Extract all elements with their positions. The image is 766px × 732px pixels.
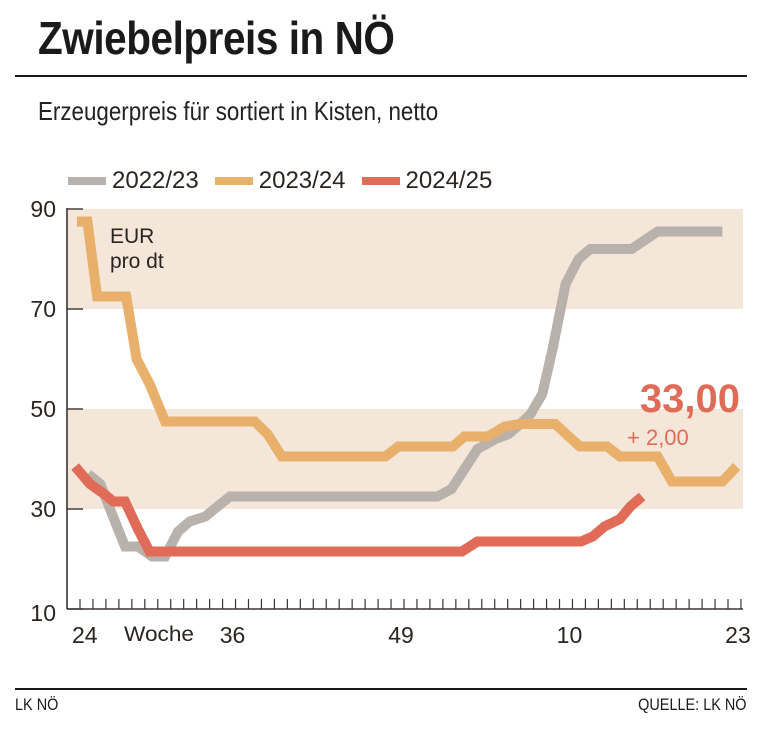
y-tick-label: 10	[30, 600, 56, 626]
chart-axes: 90 70 50 30 10 24 36 49 10 23	[30, 196, 750, 648]
legend-swatch-2023-24	[214, 177, 253, 185]
shaded-band	[67, 209, 743, 309]
x-tick-label: 49	[388, 622, 414, 648]
legend-label-2024-25: 2024/25	[405, 167, 493, 194]
y-tick-label: 30	[30, 496, 56, 522]
footer-source: QUELLE: LK NÖ	[638, 695, 747, 714]
line-chart: 90 70 50 30 10 24 36 49 10 23 EUR pro dt Woche 33…	[30, 196, 750, 648]
legend-item-2024-25: 2024/25	[361, 167, 493, 195]
footer-credit: LK NÖ	[15, 695, 59, 714]
current-value-annotation: 33,00	[640, 377, 740, 421]
series-lines	[71, 216, 741, 562]
legend-label-2023-24: 2023/24	[258, 167, 346, 194]
legend-item-2023-24: 2023/24	[214, 167, 346, 195]
legend-swatch-2024-25	[361, 177, 400, 185]
unit-label-line1: EUR	[110, 225, 154, 248]
legend-swatch-2022-23	[68, 177, 106, 185]
shaded-bands	[67, 209, 743, 509]
y-tick-label: 70	[30, 296, 56, 322]
footer-divider	[15, 688, 747, 690]
chart-legend: 2022/23 2023/24 2024/25	[68, 164, 508, 198]
unit-label-line2: pro dt	[110, 250, 164, 273]
x-axis-title: Woche	[124, 623, 194, 646]
x-tick-label: 24	[72, 622, 98, 648]
title-divider	[15, 75, 747, 77]
y-tick-label: 90	[30, 196, 56, 222]
y-tick-label: 50	[30, 396, 56, 422]
change-annotation: + 2,00	[627, 425, 689, 450]
x-tick-label: 23	[725, 622, 751, 648]
chart-subtitle: Erzeugerpreis für sortiert in Kisten, ne…	[38, 96, 439, 126]
x-tick-label: 36	[220, 622, 246, 648]
chart-labels: EUR pro dt Woche 33,00 + 2,00	[110, 225, 740, 646]
legend-item-2022-23: 2022/23	[68, 167, 199, 195]
page-title: Zwiebelpreis in NÖ	[38, 12, 395, 64]
legend-label-2022-23: 2022/23	[112, 167, 199, 194]
series-line-2024-25	[71, 463, 646, 557]
series-line-2023-24	[77, 216, 741, 487]
x-tick-label: 10	[557, 622, 583, 648]
